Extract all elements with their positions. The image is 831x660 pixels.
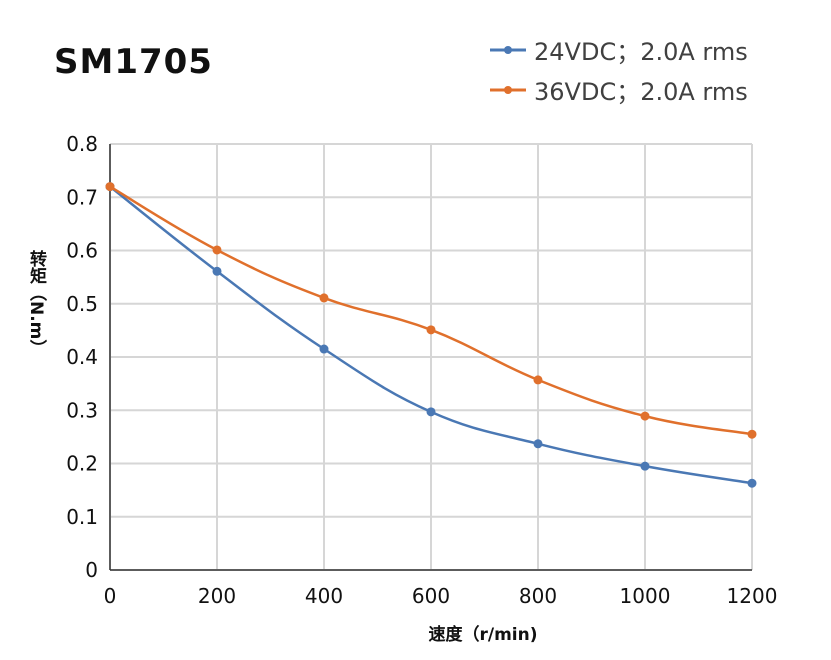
data-point xyxy=(640,461,650,471)
data-point xyxy=(747,478,757,488)
y-axis-label: 转矩（N.m） xyxy=(26,250,46,357)
data-point xyxy=(533,375,543,385)
data-point xyxy=(426,407,436,417)
y-tick-label: 0.6 xyxy=(66,239,98,263)
legend-item-36vdc: 36VDC；2.0A rms xyxy=(488,72,748,107)
x-tick-label: 600 xyxy=(412,584,450,608)
data-point xyxy=(533,439,543,449)
data-point xyxy=(747,429,757,439)
data-point xyxy=(319,293,329,303)
data-point xyxy=(212,245,222,255)
legend-marker-blue xyxy=(490,45,526,54)
data-point xyxy=(105,182,115,192)
legend-item-24vdc: 24VDC；2.0A rms xyxy=(488,32,748,67)
y-tick-label: 0.3 xyxy=(66,398,98,422)
legend-marker-orange xyxy=(490,85,526,94)
x-tick-label: 800 xyxy=(519,584,557,608)
x-tick-label: 1200 xyxy=(727,584,778,608)
y-tick-label: 0.2 xyxy=(66,452,98,476)
y-tick-label: 0.4 xyxy=(66,345,98,369)
legend-label: 24VDC；2.0A rms xyxy=(534,38,748,66)
x-tick-label: 400 xyxy=(305,584,343,608)
data-point xyxy=(426,325,436,335)
y-tick-label: 0 xyxy=(85,558,98,582)
y-tick-label: 0.1 xyxy=(66,505,98,529)
data-point xyxy=(640,411,650,421)
x-axis-label: 速度（r/min) xyxy=(428,625,538,645)
data-point xyxy=(319,344,329,354)
chart-title: SM1705 xyxy=(54,42,213,82)
legend-label: 36VDC；2.0A rms xyxy=(534,78,748,106)
x-tick-label: 1000 xyxy=(620,584,671,608)
y-tick-label: 0.8 xyxy=(66,132,98,156)
x-tick-label: 200 xyxy=(198,584,236,608)
x-tick-label: 0 xyxy=(104,584,117,608)
y-tick-label: 0.5 xyxy=(66,292,98,316)
y-tick-label: 0.7 xyxy=(66,185,98,209)
data-point xyxy=(212,266,222,276)
